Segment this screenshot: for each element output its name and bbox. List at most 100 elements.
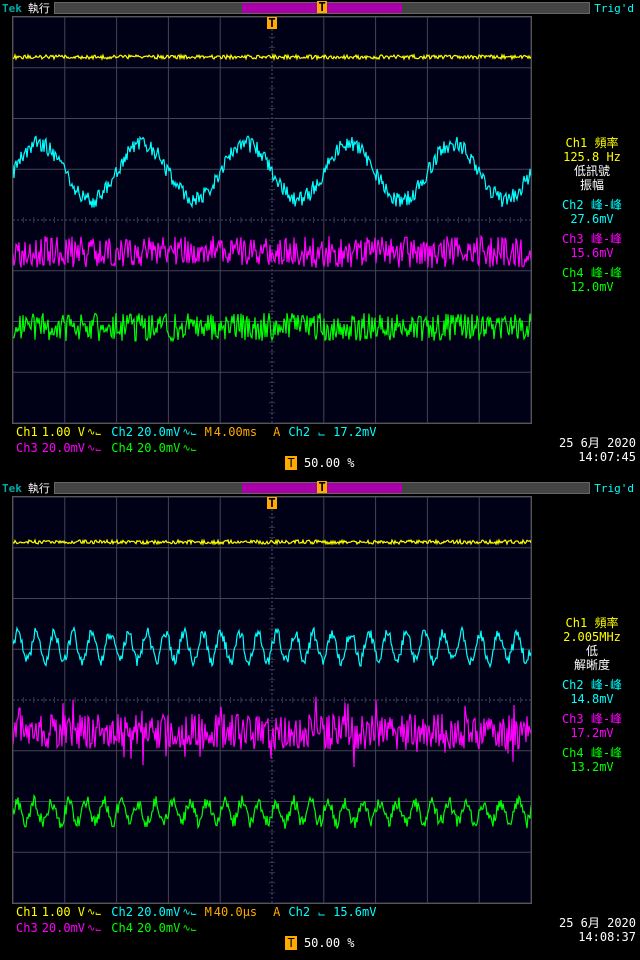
footer-line-2: Ch320.0mV ∿⨽ Ch420.0mV ∿⨽ (0, 440, 640, 456)
tpos-label: T (285, 456, 296, 470)
time-value: 14:07:45 (559, 450, 636, 464)
trig-level: 15.6mV (333, 905, 376, 919)
trigger-position: T 50.00 % (0, 936, 640, 950)
brand-label: Tek (0, 2, 24, 15)
ch1-label: Ch1 (14, 425, 40, 439)
ch3-meas-label: Ch3 峰-峰 (544, 712, 640, 726)
waveform-svg (13, 17, 531, 423)
acquisition-timeline: T (54, 482, 590, 494)
ch2-meas-value: 27.6mV (544, 212, 640, 226)
timebase-prefix: M (205, 425, 212, 439)
ch4-meas-label: Ch4 峰-峰 (544, 746, 640, 760)
ch1-scale: 1.00 V (42, 905, 85, 919)
tpos-label: T (285, 936, 296, 950)
ch3-marker: 3 (12, 725, 13, 739)
ch4-label: Ch4 (109, 441, 135, 455)
trig-source: Ch2 (288, 905, 310, 919)
footer-line-1: Ch11.00 V ∿⨽ Ch220.0mV ∿⨽ M40.0µs A Ch2 … (0, 904, 640, 920)
date-value: 25 6月 2020 (559, 916, 636, 930)
ch2-coupling-icon: ∿⨽ (182, 907, 196, 918)
timestamp: 25 6月 2020 14:07:45 (559, 436, 636, 464)
trig-t-icon: T (267, 497, 277, 509)
ch4-scale: 20.0mV (137, 441, 180, 455)
oscilloscope-panel-0: Tek 執行 T Trig'd T 1234 ◀ Ch1 頻率 125.8 Hz… (0, 0, 640, 480)
ch3-meas-value: 15.6mV (544, 246, 640, 260)
trig-source: Ch2 (288, 425, 310, 439)
scope-header: Tek 執行 T Trig'd (0, 0, 640, 16)
measurement-sidebar: Ch1 頻率 125.8 Hz 低訊號振幅 Ch2 峰-峰 27.6mV Ch3… (544, 16, 640, 424)
ch1-meas-extra: 解晰度 (544, 658, 640, 672)
ch4-coupling-icon: ∿⨽ (182, 923, 196, 934)
ch1-meas-label: Ch1 頻率 (544, 136, 640, 150)
ch1-coupling-icon: ∿⨽ (87, 427, 101, 438)
ch4-meas-value: 13.2mV (544, 760, 640, 774)
ch2-scale: 20.0mV (137, 905, 180, 919)
ch4-scale: 20.0mV (137, 921, 180, 935)
trig-t-icon: T (267, 17, 277, 29)
ch3-coupling-icon: ∿⨽ (87, 443, 101, 454)
trig-mode: A (273, 905, 280, 919)
ch1-meas-extra: 振幅 (544, 178, 640, 192)
ch2-marker: 2 (12, 165, 13, 179)
timebase-value: 4.00ms (214, 425, 257, 439)
ch2-coupling-icon: ∿⨽ (182, 427, 196, 438)
ch1-marker: 1 (12, 535, 13, 549)
ch2-scale: 20.0mV (137, 425, 180, 439)
ch1-meas-value: 2.005MHz (544, 630, 640, 644)
ch1-coupling-icon: ∿⨽ (87, 907, 101, 918)
timebase-prefix: M (205, 905, 212, 919)
ch1-scale: 1.00 V (42, 425, 85, 439)
ch1-label: Ch1 (14, 905, 40, 919)
ch1-meas-label: Ch1 頻率 (544, 616, 640, 630)
ch3-scale: 20.0mV (42, 921, 85, 935)
scope-footer: Ch11.00 V ∿⨽ Ch220.0mV ∿⨽ M4.00ms A Ch2 … (0, 424, 640, 480)
tpos-value: 50.00 % (304, 456, 355, 470)
date-value: 25 6月 2020 (559, 436, 636, 450)
brand-label: Tek (0, 482, 24, 495)
run-status: 執行 (28, 0, 50, 16)
ch2-meas-label: Ch2 峰-峰 (544, 198, 640, 212)
timebase-value: 40.0µs (214, 905, 257, 919)
ch3-coupling-icon: ∿⨽ (87, 923, 101, 934)
trig-level: 17.2mV (333, 425, 376, 439)
tpos-value: 50.00 % (304, 936, 355, 950)
footer-line-2: Ch320.0mV ∿⨽ Ch420.0mV ∿⨽ (0, 920, 640, 936)
waveform-svg (13, 497, 531, 903)
ch3-label: Ch3 (14, 441, 40, 455)
ch4-coupling-icon: ∿⨽ (182, 443, 196, 454)
oscilloscope-panel-1: Tek 執行 T Trig'd T 1234 ◀ Ch1 頻率 2.005MHz… (0, 480, 640, 960)
trig-edge-icon: ⨽ (318, 425, 325, 440)
trigger-position-marker: T (317, 481, 327, 493)
ch2-label: Ch2 (109, 425, 135, 439)
ch2-meas-label: Ch2 峰-峰 (544, 678, 640, 692)
trig-edge-icon: ⨽ (318, 905, 325, 920)
waveform-display: T 1234 ◀ (12, 16, 532, 424)
ch3-scale: 20.0mV (42, 441, 85, 455)
ch1-meas-value: 125.8 Hz (544, 150, 640, 164)
ch1-meas-extra: 低訊號 (544, 164, 640, 178)
measurement-sidebar: Ch1 頻率 2.005MHz 低解晰度 Ch2 峰-峰 14.8mV Ch3 … (544, 496, 640, 904)
trigger-position-marker: T (317, 1, 327, 13)
trigger-position: T 50.00 % (0, 456, 640, 470)
ch1-marker: 1 (12, 50, 13, 64)
trigger-status: Trig'd (594, 2, 634, 15)
trig-mode: A (273, 425, 280, 439)
ch4-meas-label: Ch4 峰-峰 (544, 266, 640, 280)
ch4-meas-value: 12.0mV (544, 280, 640, 294)
ch4-marker: 4 (12, 805, 13, 819)
ch4-label: Ch4 (109, 921, 135, 935)
ch3-marker: 3 (12, 245, 13, 259)
footer-line-1: Ch11.00 V ∿⨽ Ch220.0mV ∿⨽ M4.00ms A Ch2 … (0, 424, 640, 440)
ch4-marker: 4 (12, 320, 13, 334)
ch3-label: Ch3 (14, 921, 40, 935)
waveform-display: T 1234 ◀ (12, 496, 532, 904)
trigger-status: Trig'd (594, 482, 634, 495)
ch3-meas-label: Ch3 峰-峰 (544, 232, 640, 246)
run-status: 執行 (28, 480, 50, 496)
timestamp: 25 6月 2020 14:08:37 (559, 916, 636, 944)
scope-header: Tek 執行 T Trig'd (0, 480, 640, 496)
scope-footer: Ch11.00 V ∿⨽ Ch220.0mV ∿⨽ M40.0µs A Ch2 … (0, 904, 640, 960)
ch2-label: Ch2 (109, 905, 135, 919)
acquisition-timeline: T (54, 2, 590, 14)
ch2-meas-value: 14.8mV (544, 692, 640, 706)
